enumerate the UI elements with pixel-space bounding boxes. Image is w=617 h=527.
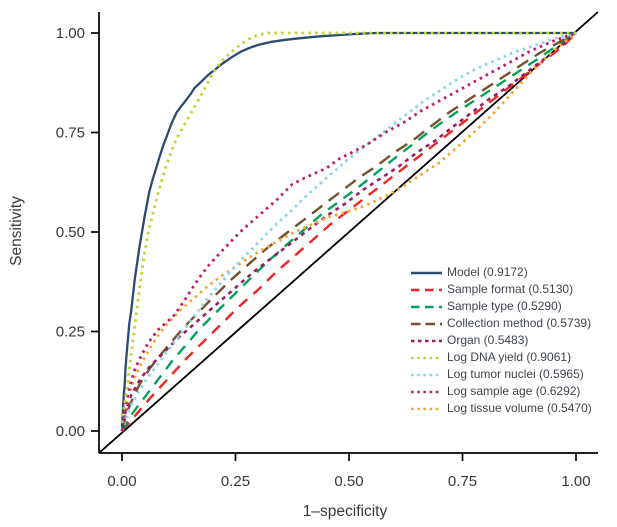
legend-label-model: Model (0.9172) xyxy=(447,265,528,279)
legend-item-tumor_nuclei: Log tumor nuclei (0.5965) xyxy=(411,366,592,383)
y-axis-title: Sensitivity xyxy=(8,196,25,266)
roc-curve-dna_yield xyxy=(120,31,576,424)
legend-label-sample_age: Log sample age (0.6292) xyxy=(447,384,581,398)
legend-swatch-sample_age xyxy=(411,390,442,393)
legend-item-organ: Organ (0.5483) xyxy=(411,332,592,349)
x-tick-label: 0.75 xyxy=(448,473,477,490)
legend-label-sample_type: Sample type (0.5290) xyxy=(447,299,562,313)
legend-item-tissue_volume: Log tissue volume (0.5470) xyxy=(411,400,592,417)
legend-label-tumor_nuclei: Log tumor nuclei (0.5965) xyxy=(447,367,584,381)
legend-swatch-organ xyxy=(411,339,442,342)
legend: Model (0.9172) Sample format (0.5130) Samp… xyxy=(411,264,592,417)
legend-swatch-tumor_nuclei xyxy=(411,373,442,376)
y-tick-label: 0.00 xyxy=(56,423,85,440)
legend-swatch-sample_type xyxy=(411,305,442,308)
legend-swatch-sample_format xyxy=(411,288,442,291)
x-tick-label: 0.25 xyxy=(221,473,250,490)
x-tick-label: 1.00 xyxy=(561,473,590,490)
legend-item-sample_format: Sample format (0.5130) xyxy=(411,281,592,298)
legend-label-tissue_volume: Log tissue volume (0.5470) xyxy=(447,401,592,415)
x-tick-label: 0.00 xyxy=(107,473,136,490)
legend-swatch-tissue_volume xyxy=(411,407,442,410)
legend-item-dna_yield: Log DNA yield (0.9061) xyxy=(411,349,592,366)
roc-curve-tumor_nuclei xyxy=(120,31,577,432)
legend-label-dna_yield: Log DNA yield (0.9061) xyxy=(447,350,572,364)
legend-item-collection_method: Collection method (0.5739) xyxy=(411,315,592,332)
legend-item-sample_age: Log sample age (0.6292) xyxy=(411,383,592,400)
y-tick-label: 1.00 xyxy=(56,25,85,42)
roc-curve-sample_age xyxy=(120,31,577,432)
reference-diagonal-line xyxy=(98,11,599,454)
legend-label-collection_method: Collection method (0.5739) xyxy=(447,316,592,330)
y-tick-label: 0.50 xyxy=(56,224,85,241)
roc-curve-sample_type xyxy=(120,31,577,432)
legend-item-model: Model (0.9172) xyxy=(411,264,592,281)
roc-curve-collection_method xyxy=(120,31,577,432)
y-tick-label: 0.25 xyxy=(56,324,85,341)
x-axis-title: 1–specificity xyxy=(302,503,388,520)
legend-item-sample_type: Sample type (0.5290) xyxy=(411,298,592,315)
legend-label-sample_format: Sample format (0.5130) xyxy=(447,282,574,296)
y-tick-label: 0.75 xyxy=(56,125,85,142)
legend-swatch-model xyxy=(411,271,442,274)
legend-swatch-dna_yield xyxy=(411,356,442,359)
x-tick-label: 0.50 xyxy=(334,473,363,490)
legend-swatch-collection_method xyxy=(411,322,442,325)
legend-label-organ: Organ (0.5483) xyxy=(447,333,529,347)
roc-curve-sample_format xyxy=(121,32,577,432)
roc-curve-model xyxy=(120,31,576,428)
